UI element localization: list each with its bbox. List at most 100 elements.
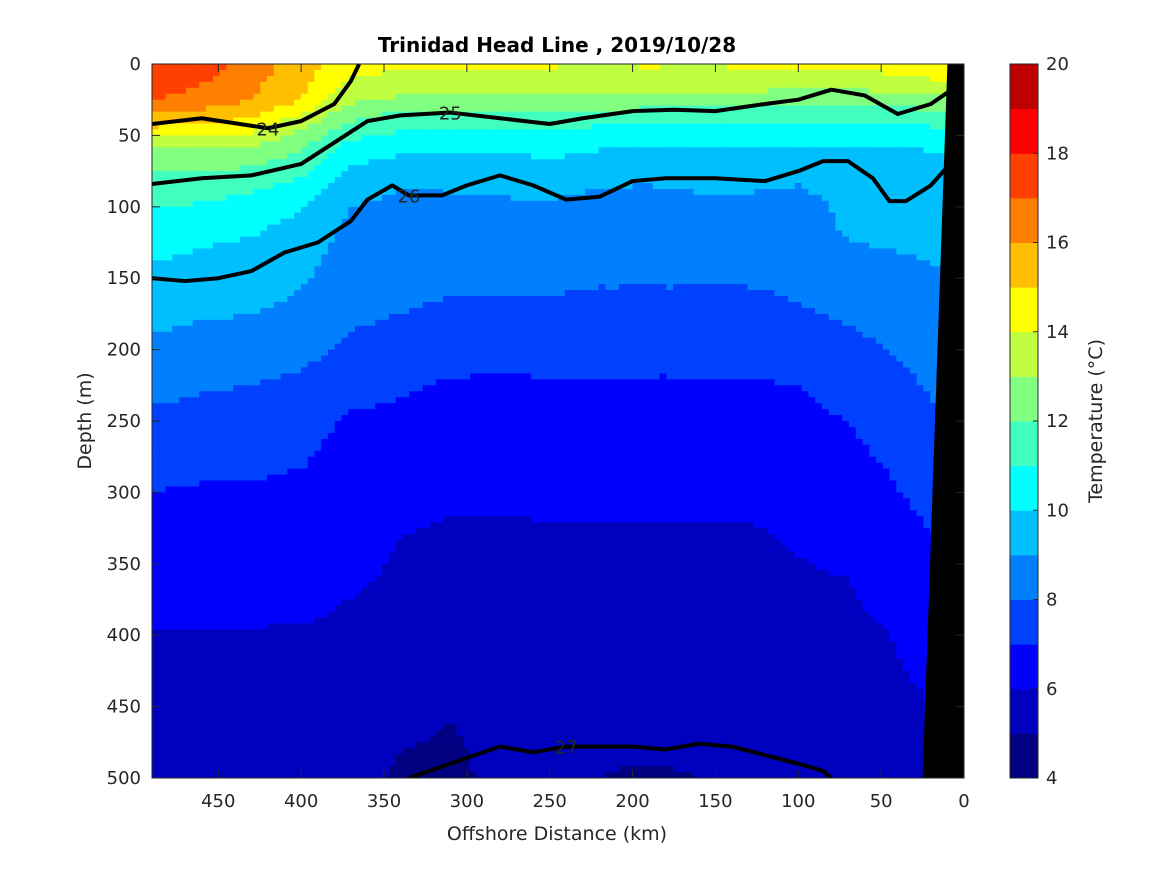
temperature-cell (341, 99, 349, 107)
temperature-cell (334, 206, 343, 214)
temperature-cell (835, 212, 843, 220)
temperature-cell (524, 200, 532, 208)
temperature-cell (517, 242, 525, 250)
temperature-cell (273, 212, 282, 220)
temperature-cell (808, 236, 816, 244)
temperature-cell (179, 206, 187, 214)
temperature-cell (585, 254, 593, 261)
temperature-cell (700, 296, 708, 303)
temperature-cell (219, 177, 228, 184)
temperature-cell (869, 284, 877, 291)
temperature-cell (185, 284, 194, 291)
temperature-cell (334, 177, 343, 184)
temperature-cell (503, 212, 512, 220)
temperature-cell (449, 236, 458, 244)
temperature-cell (503, 141, 512, 148)
temperature-cell (889, 117, 897, 125)
temperature-cell (645, 242, 654, 250)
temperature-cell (679, 159, 688, 166)
temperature-cell (578, 183, 586, 190)
temperature-cell (686, 284, 694, 291)
temperature-cell (267, 87, 275, 95)
temperature-cell (558, 129, 566, 136)
temperature-cell (842, 123, 850, 131)
temperature-cell (923, 105, 931, 113)
temperature-cell (936, 206, 945, 214)
temperature-cell (267, 248, 275, 255)
temperature-cell (402, 242, 410, 250)
temperature-cell (855, 272, 864, 279)
temperature-cell (930, 248, 938, 255)
temperature-cell (382, 81, 390, 89)
temperature-cell (896, 81, 904, 89)
temperature-cell (936, 165, 945, 172)
temperature-cell (517, 302, 525, 309)
temperature-cell (727, 75, 735, 83)
temperature-cell (280, 236, 288, 244)
temperature-cell (422, 218, 431, 226)
temperature-cell (530, 260, 539, 267)
temperature-cell (889, 266, 897, 273)
temperature-cell (321, 64, 329, 71)
temperature-cell (260, 75, 268, 83)
temperature-cell (172, 248, 180, 255)
temperature-cell (679, 69, 688, 77)
temperature-cell (828, 165, 837, 172)
temperature-cell (645, 296, 654, 303)
temperature-cell (355, 99, 363, 107)
temperature-cell (165, 284, 173, 291)
temperature-cell (179, 69, 187, 77)
temperature-cell (754, 266, 762, 273)
temperature-cell (226, 224, 234, 232)
temperature-cell (239, 183, 248, 190)
temperature-cell (923, 254, 931, 261)
temperature-cell (348, 284, 356, 291)
temperature-cell (876, 64, 884, 71)
temperature-cell (497, 284, 505, 291)
temperature-cell (361, 105, 370, 113)
temperature-cell (314, 212, 322, 220)
temperature-cell (273, 194, 282, 202)
temperature-cell (916, 290, 924, 297)
temperature-cell (544, 242, 552, 250)
temperature-cell (219, 307, 228, 315)
temperature-cell (612, 307, 620, 315)
temperature-cell (490, 236, 498, 244)
temperature-cell (801, 290, 809, 297)
temperature-cell (497, 200, 505, 208)
temperature-cell (233, 135, 241, 142)
temperature-cell (429, 236, 437, 244)
temperature-cell (239, 224, 248, 232)
temperature-cell (395, 87, 403, 95)
temperature-cell (300, 236, 309, 244)
temperature-cell (476, 230, 485, 238)
temperature-cell (503, 93, 512, 101)
temperature-cell (828, 242, 837, 250)
temperature-cell (767, 188, 776, 196)
temperature-cell (855, 218, 864, 226)
temperature-cell (415, 302, 424, 309)
temperature-cell (355, 171, 363, 178)
temperature-cell (463, 135, 471, 142)
temperature-cell (632, 242, 640, 250)
temperature-cell (537, 194, 546, 202)
temperature-cell (761, 111, 769, 119)
temperature-cell (239, 230, 248, 238)
temperature-cell (152, 236, 160, 244)
temperature-cell (659, 75, 667, 83)
temperature-cell (483, 254, 491, 261)
temperature-cell (524, 188, 532, 196)
temperature-cell (436, 254, 444, 261)
temperature-cell (916, 75, 924, 83)
temperature-cell (246, 200, 255, 208)
temperature-cell (273, 236, 282, 244)
temperature-cell (612, 194, 620, 202)
temperature-cell (165, 111, 173, 119)
temperature-cell (842, 296, 850, 303)
temperature-cell (449, 272, 458, 279)
temperature-cell (470, 248, 478, 255)
temperature-cell (463, 141, 471, 148)
temperature-cell (889, 165, 897, 172)
temperature-cell (388, 69, 397, 77)
temperature-cell (307, 248, 315, 255)
